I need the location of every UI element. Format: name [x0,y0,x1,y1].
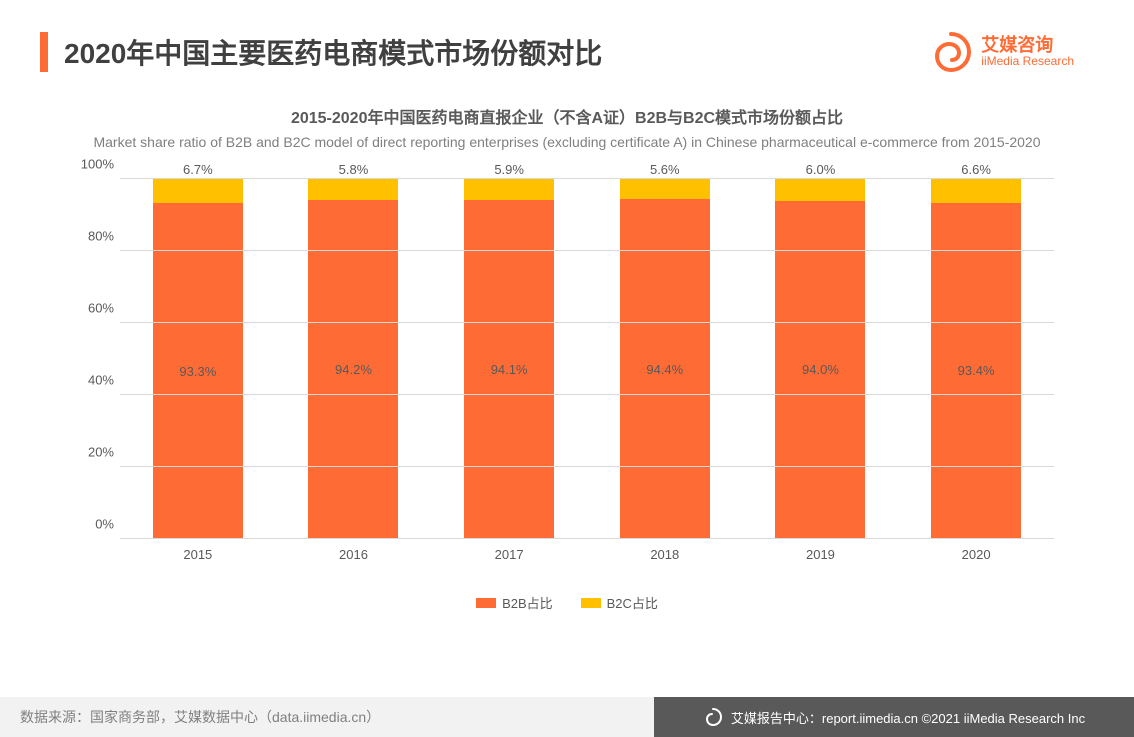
bar-segment-b2b: 93.3% [153,203,243,539]
bar-value-label-b2c: 6.0% [775,162,865,179]
x-axis-label: 2019 [775,539,865,562]
bar-group: 94.0%6.0%2019 [775,179,865,539]
y-axis-label: 60% [70,301,114,316]
y-axis-label: 20% [70,445,114,460]
bar-segment-b2c [931,179,1021,203]
gridline [120,466,1054,467]
bar-value-label-b2c: 5.9% [464,162,554,179]
footer-copyright: 艾媒报告中心：report.iimedia.cn ©2021 iiMedia R… [654,697,1134,737]
legend-swatch-b2b [476,598,496,608]
y-axis-label: 80% [70,229,114,244]
y-axis-label: 40% [70,373,114,388]
legend-item-b2c: B2C占比 [581,593,658,612]
bar-segment-b2b: 94.1% [464,200,554,539]
bar-segment-b2c [775,179,865,201]
bar-group: 93.4%6.6%2020 [931,179,1021,539]
bar-segment-b2b: 94.0% [775,201,865,539]
bar-group: 94.4%5.6%2018 [620,179,710,539]
y-axis-label: 100% [70,157,114,172]
bar-segment-b2c [308,179,398,200]
bar-segment-b2c [153,179,243,203]
bars-row: 93.3%6.7%201594.2%5.8%201694.1%5.9%20179… [120,179,1054,539]
gridline [120,538,1054,539]
legend-item-b2b: B2B占比 [476,593,553,612]
gridline [120,178,1054,179]
gridline [120,394,1054,395]
bar-segment-b2b: 93.4% [931,203,1021,539]
brand-logo: 艾媒咨询 iiMedia Research [929,30,1074,74]
bar-stack: 94.1% [464,179,554,539]
x-axis-label: 2016 [308,539,398,562]
bar-value-label-b2c: 6.6% [931,162,1021,179]
brand-text: 艾媒咨询 iiMedia Research [981,36,1074,69]
bar-segment-b2c [620,179,710,199]
bar-stack: 94.0% [775,179,865,539]
x-axis-label: 2015 [153,539,243,562]
header: 2020年中国主要医药电商模式市场份额对比 艾媒咨询 iiMedia Resea… [0,0,1134,84]
title-block: 2020年中国主要医药电商模式市场份额对比 [40,32,602,72]
x-axis-label: 2017 [464,539,554,562]
legend-label-b2b: B2B占比 [502,593,553,612]
footer-right-text: 艾媒报告中心：report.iimedia.cn ©2021 iiMedia R… [731,708,1085,727]
bar-stack: 93.3% [153,179,243,539]
bar-stack: 93.4% [931,179,1021,539]
plot-area: 93.3%6.7%201594.2%5.8%201694.1%5.9%20179… [120,179,1054,539]
bar-stack: 94.4% [620,179,710,539]
gridline [120,250,1054,251]
y-axis-label: 0% [70,517,114,532]
legend: B2B占比 B2C占比 [0,593,1134,612]
footer-logo-icon [703,707,723,727]
chart: 93.3%6.7%201594.2%5.8%201694.1%5.9%20179… [60,169,1074,589]
bar-stack: 94.2% [308,179,398,539]
bar-value-label-b2c: 5.8% [308,162,398,179]
legend-swatch-b2c [581,598,601,608]
brand-name-cn: 艾媒咨询 [981,36,1074,56]
x-axis-label: 2018 [620,539,710,562]
footer-source: 数据来源：国家商务部，艾媒数据中心（data.iimedia.cn） [0,697,654,737]
bar-group: 94.2%5.8%2016 [308,179,398,539]
chart-title-en: Market share ratio of B2B and B2C model … [60,132,1074,153]
footer: 数据来源：国家商务部，艾媒数据中心（data.iimedia.cn） 艾媒报告中… [0,697,1134,737]
title-accent-bar [40,32,48,72]
bar-group: 94.1%5.9%2017 [464,179,554,539]
x-axis-label: 2020 [931,539,1021,562]
bar-segment-b2c [464,179,554,200]
chart-title-cn: 2015-2020年中国医药电商直报企业（不含A证）B2B与B2C模式市场份额占… [60,104,1074,128]
legend-label-b2c: B2C占比 [607,593,658,612]
bar-group: 93.3%6.7%2015 [153,179,243,539]
bar-value-label-b2c: 5.6% [620,162,710,179]
page-title: 2020年中国主要医药电商模式市场份额对比 [64,32,602,72]
chart-title-block: 2015-2020年中国医药电商直报企业（不含A证）B2B与B2C模式市场份额占… [0,84,1134,159]
gridline [120,322,1054,323]
brand-swirl-icon [929,30,973,74]
brand-name-en: iiMedia Research [981,55,1074,68]
bar-value-label-b2c: 6.7% [153,162,243,179]
